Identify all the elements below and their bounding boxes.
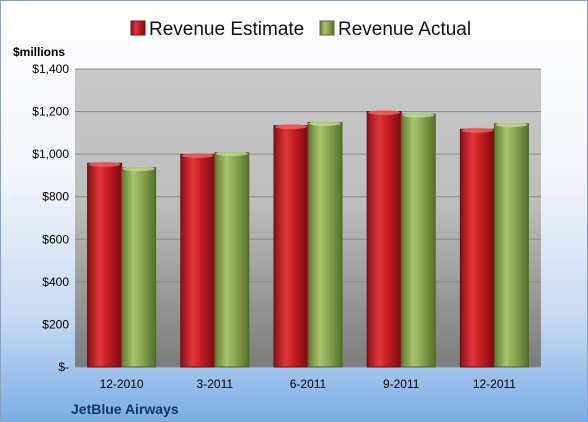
bar-revenue-estimate-cap [88,161,121,167]
legend-label-estimate: Revenue Estimate [149,19,304,40]
y-tick-label: $1,200 [32,105,69,119]
company-name: JetBlue Airways [71,401,179,417]
x-tick-label: 6-2011 [290,377,327,391]
bar-revenue-actual-cap [402,112,435,118]
legend-swatch-estimate [130,20,146,36]
y-axis-ticks: $- $200 $400 $600 $800 $1,000 $1,200 $1,400 [32,62,69,374]
x-tick-label: 9-2011 [383,377,420,391]
bar-revenue-actual [493,123,529,368]
bars [87,110,529,368]
bar-revenue-estimate [273,125,309,368]
bar-revenue-estimate [459,128,495,368]
y-tick-label: $200 [42,317,69,331]
bar-revenue-actual-cap [215,151,248,157]
y-tick-label: $400 [42,275,69,289]
bar-revenue-actual-cap [495,122,528,128]
bar-revenue-actual [307,121,343,368]
bar-revenue-estimate [87,162,123,368]
bar-revenue-estimate-cap [368,110,401,116]
bar-revenue-estimate-cap [275,124,307,130]
y-tick-label: $1,000 [32,147,69,161]
bar-revenue-actual [121,167,157,368]
legend: Revenue Estimate Revenue Actual [130,19,471,40]
bar-revenue-estimate-cap [461,127,494,133]
legend-swatch-actual [319,20,335,36]
bar-revenue-estimate [180,154,216,368]
bar-revenue-estimate [366,111,402,368]
bar-revenue-actual [214,152,250,368]
x-tick-label: 3-2011 [197,377,234,391]
y-tick-label: $- [58,360,69,374]
bar-revenue-actual-cap [309,120,341,126]
y-tick-label: $600 [42,232,69,246]
legend-label-actual: Revenue Actual [338,19,471,40]
bar-revenue-actual [400,113,436,368]
bar-revenue-estimate-cap [181,153,214,159]
bar-revenue-actual-cap [122,166,155,172]
y-tick-label: $800 [42,190,69,204]
y-tick-label: $1,400 [32,62,69,76]
unit-label: $millions [13,45,65,59]
x-tick-label: 12-2010 [100,377,144,391]
x-tick-label: 12-2011 [473,377,516,391]
x-axis-ticks: 12-2010 3-2011 6-2011 9-2011 12-2011 [100,377,517,391]
